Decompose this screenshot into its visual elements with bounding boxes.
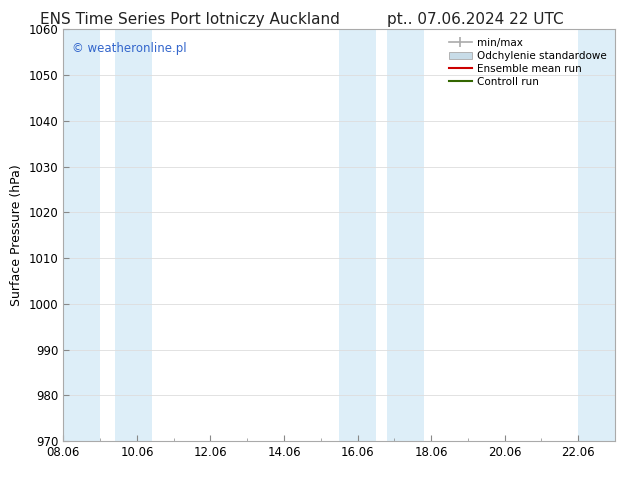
Bar [115,29,152,441]
Text: pt.. 07.06.2024 22 UTC: pt.. 07.06.2024 22 UTC [387,12,564,27]
Legend: min/max, Odchylenie standardowe, Ensemble mean run, Controll run: min/max, Odchylenie standardowe, Ensembl… [446,35,610,90]
Y-axis label: Surface Pressure (hPa): Surface Pressure (hPa) [10,164,23,306]
Bar [578,29,615,441]
Bar [63,29,100,441]
Bar [387,29,424,441]
Bar [339,29,376,441]
Text: ENS Time Series Port lotniczy Auckland: ENS Time Series Port lotniczy Auckland [41,12,340,27]
Text: © weatheronline.pl: © weatheronline.pl [72,42,186,55]
